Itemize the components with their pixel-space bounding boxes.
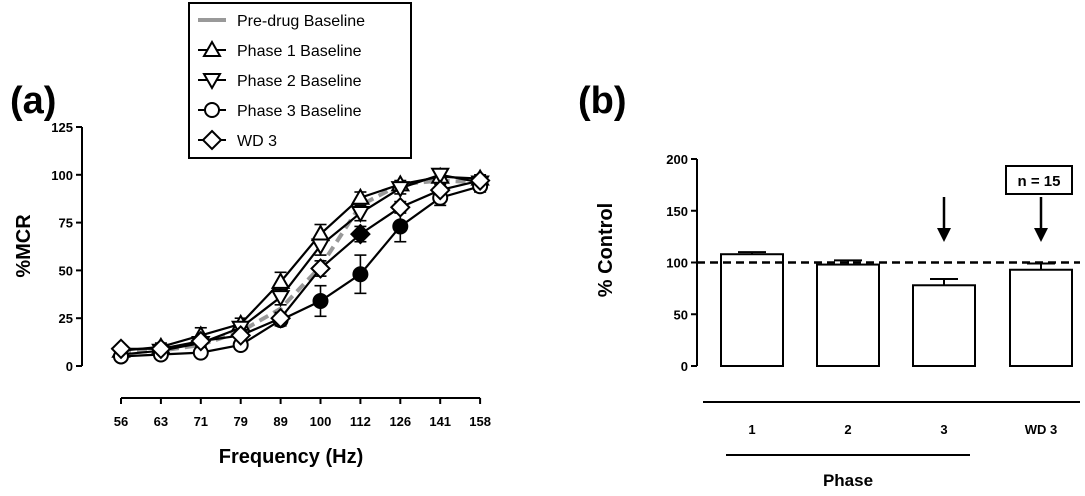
panel-b-ytick-label: 50 — [674, 307, 688, 322]
panel-a-point — [312, 292, 329, 309]
panel-a-xtick-label: 71 — [194, 414, 208, 429]
panel-a-ylabel: %MCR — [13, 214, 35, 278]
legend-entry: Pre-drug Baseline — [237, 13, 365, 30]
panel-a-point — [350, 187, 371, 205]
panel-a-xtick-label: 89 — [273, 414, 287, 429]
panel-b-ylabel: % Control — [595, 203, 617, 297]
panel-a-point — [392, 218, 409, 235]
panel-b-xlabel: Phase — [823, 471, 873, 490]
panel-b-xtick-label: 1 — [748, 422, 755, 437]
panel-a-series-line-2 — [120, 173, 481, 356]
panel-a-point — [430, 167, 450, 185]
panel-a-point — [230, 324, 252, 346]
n-annotation: n = 15 — [1018, 173, 1061, 190]
panel-b-ytick-label: 100 — [666, 256, 688, 271]
panel-a-ytick-label: 75 — [59, 216, 73, 231]
panel-a-ytick-label: 125 — [51, 120, 73, 135]
panel-b-xtick-label: 3 — [940, 422, 947, 437]
panel-a-ytick-label: 0 — [66, 359, 73, 374]
panel-a-xtick-label: 79 — [233, 414, 247, 429]
panel-a-point — [150, 338, 172, 360]
panel-a-xtick-label: 56 — [114, 414, 128, 429]
bar-wd-3 — [1009, 268, 1073, 367]
panel-a-xtick-label: 158 — [469, 414, 491, 429]
panel-a-ytick-label: 25 — [59, 311, 73, 326]
panel-a-point — [270, 290, 291, 308]
panel-a-series-line-3 — [120, 185, 481, 358]
panel-b-label: (b) — [578, 80, 627, 122]
legend-swatch-marker — [202, 39, 222, 57]
panel-a-ytick-label: 50 — [59, 263, 73, 278]
bar-2 — [816, 263, 880, 368]
legend-swatch-marker — [204, 102, 220, 118]
bar-3 — [912, 284, 976, 367]
panel-a-series — [110, 166, 491, 365]
panel-a-point — [429, 179, 451, 201]
panel-b-ytick-label: 200 — [666, 152, 688, 167]
panel-a-xtick-label: 100 — [310, 414, 332, 429]
legend-entry: Phase 2 Baseline — [237, 73, 362, 90]
panel-a-xtick-label: 141 — [429, 414, 451, 429]
panel-a-point — [190, 330, 212, 352]
legend-entry: Phase 1 Baseline — [237, 43, 362, 60]
panel-b-xtick-label: 2 — [844, 422, 851, 437]
panel-a-point — [389, 196, 411, 218]
panel-a-point — [310, 238, 331, 256]
panel-a-point — [310, 258, 331, 279]
legend-entry: WD 3 — [237, 133, 277, 150]
panel-a-legend: Pre-drug Baseline Phase 1 Baseline Phase 2… — [188, 2, 412, 159]
panel-a-point — [270, 271, 291, 289]
panel-b-bars — [697, 197, 1080, 368]
arrow-head — [937, 228, 951, 242]
panel-b-xtick-label: WD 3 — [1025, 422, 1058, 437]
panel-b-annotations: n = 15 — [1005, 165, 1073, 195]
legend-swatch-marker — [201, 129, 223, 151]
panel-a-point — [270, 307, 292, 329]
panel-a-xtick-label: 112 — [350, 414, 371, 429]
panel-a-label: (a) — [10, 80, 56, 122]
panel-a-point — [352, 266, 369, 283]
arrow-head — [1034, 228, 1048, 242]
panel-a-series-line-0 — [120, 178, 481, 355]
panel-a-point — [110, 338, 132, 360]
panel-a-xtick-label: 126 — [389, 414, 411, 429]
panel-a-axes: 0 25 50 75 100 125 56 63 71 79 89 100 112 126 141 158 — [51, 120, 491, 429]
panel-a-point — [349, 223, 371, 245]
panel-a-point — [350, 206, 371, 224]
panel-a-series-line-1 — [120, 175, 481, 352]
panel-b-ytick-label: 0 — [681, 359, 688, 374]
bar-1 — [720, 253, 784, 367]
legend-entry: Phase 3 Baseline — [237, 103, 362, 120]
panel-a-series-line-4 — [121, 179, 481, 350]
panel-a-xtick-label: 63 — [154, 414, 168, 429]
panel-a-point — [390, 181, 411, 199]
panel-a-ytick-label: 100 — [51, 168, 73, 183]
panel-b-ytick-label: 150 — [666, 204, 688, 219]
panel-a-point — [469, 170, 491, 191]
n-annotation-box — [1005, 165, 1073, 195]
panel-a-xlabel: Frequency (Hz) — [219, 446, 363, 468]
legend-swatch-marker — [202, 73, 222, 91]
panel-a: (a) %MCR Frequency (Hz) 0 25 50 75 100 125 56 6… — [10, 2, 491, 468]
